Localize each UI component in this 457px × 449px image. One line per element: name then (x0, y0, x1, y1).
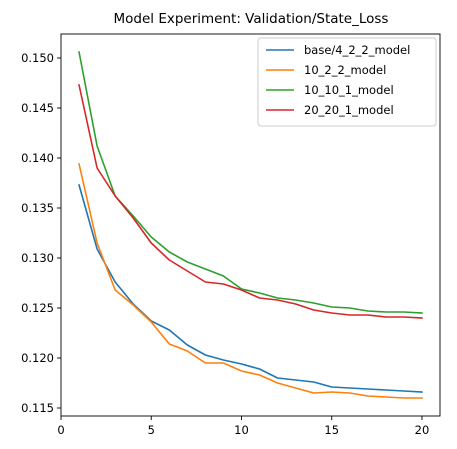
y-tick-label: 0.145 (21, 101, 54, 115)
x-tick-label: 20 (415, 423, 430, 437)
legend-label-1: 10_2_2_model (304, 63, 386, 77)
x-tick-label: 10 (234, 423, 249, 437)
x-tick-label: 15 (324, 423, 339, 437)
legend-label-3: 20_20_1_model (304, 103, 394, 117)
y-tick-label: 0.125 (21, 301, 54, 315)
series-line-1 (78, 163, 423, 399)
plot-area: 0 5 10 15 20 0.115 0.120 0.125 0.130 0.135 0.140 0.… (21, 33, 441, 437)
series-line-0 (78, 184, 423, 393)
axes-frame (60, 33, 441, 417)
series-line-2 (78, 51, 423, 314)
y-tick-label: 0.135 (21, 201, 54, 215)
legend-label-0: base/4_2_2_model (304, 43, 410, 57)
y-tick-label: 0.150 (21, 51, 54, 65)
legend: base/4_2_2_model 10_2_2_model 10_10_1_mode… (257, 37, 437, 127)
y-tick-label: 0.115 (21, 401, 54, 415)
x-tick-label: 0 (57, 423, 64, 437)
y-tick-label: 0.120 (21, 351, 54, 365)
chart-title: Model Experiment: Validation/State_Loss (114, 11, 389, 27)
legend-label-2: 10_10_1_model (304, 83, 394, 97)
y-tick-label: 0.130 (21, 251, 54, 265)
legend-box (257, 37, 437, 127)
y-tick-label: 0.140 (21, 151, 54, 165)
x-tick-label: 5 (148, 423, 155, 437)
series-line-3 (78, 84, 423, 319)
